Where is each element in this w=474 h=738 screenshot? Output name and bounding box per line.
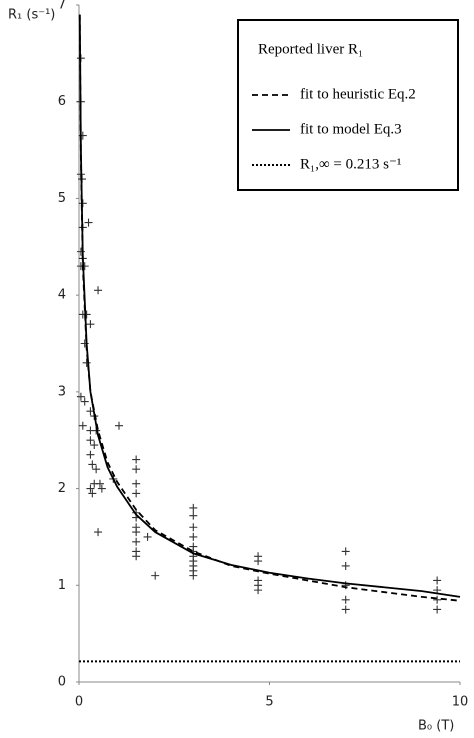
data-point [84, 218, 93, 227]
data-point [189, 503, 198, 512]
data-point [132, 455, 141, 464]
data-point [341, 605, 350, 614]
y-tick-label: 0 [58, 675, 66, 690]
y-tick-label: 1 [58, 578, 66, 593]
data-point [88, 489, 97, 498]
data-point [88, 460, 97, 469]
data-point [132, 552, 141, 561]
legend-box [237, 19, 459, 191]
data-point [254, 586, 263, 595]
data-point [86, 484, 95, 493]
data-point [189, 511, 198, 520]
data-point [433, 576, 442, 585]
y-tick-label: 7 [58, 0, 66, 13]
data-point [143, 532, 152, 541]
data-point [82, 358, 91, 367]
legend-label: fit to model Eq.3 [300, 121, 402, 137]
data-point [82, 310, 91, 319]
data-point [115, 421, 124, 430]
data-point [76, 247, 85, 256]
legend-label: fit to heuristic Eq.2 [300, 86, 416, 102]
data-point [132, 537, 141, 546]
legend-title: Reported liver R₁ [258, 41, 363, 57]
data-point [94, 528, 103, 537]
data-point [94, 286, 103, 295]
y-tick-label: 4 [58, 288, 66, 303]
data-point [78, 199, 87, 208]
x-tick-label: 0 [75, 695, 83, 710]
data-point [189, 532, 198, 541]
data-point [341, 561, 350, 570]
data-point [95, 479, 104, 488]
data-point [341, 595, 350, 604]
y-tick-label: 5 [58, 191, 66, 206]
data-point [86, 320, 95, 329]
data-point [189, 523, 198, 532]
data-point [341, 547, 350, 556]
legend-label: R₁,∞ = 0.213 s⁻¹ [300, 156, 401, 172]
data-point [97, 484, 106, 493]
data-point [132, 489, 141, 498]
data-point [92, 465, 101, 474]
data-point [86, 450, 95, 459]
data-point [433, 605, 442, 614]
data-point [76, 392, 85, 401]
data-point [433, 595, 442, 604]
data-point [80, 397, 89, 406]
x-tick-label: 5 [265, 695, 273, 710]
data-point [189, 571, 198, 580]
data-point [151, 571, 160, 580]
data-point [132, 465, 141, 474]
data-point [132, 528, 141, 537]
x-tick-label: 10 [452, 695, 469, 710]
data-point [78, 421, 87, 430]
data-point [132, 479, 141, 488]
data-point [90, 441, 99, 450]
y-tick-label: 3 [58, 384, 66, 399]
x-axis-label: B₀ (T) [418, 719, 454, 734]
y-tick-label: 6 [58, 94, 66, 109]
data-point [254, 557, 263, 566]
data-point [86, 436, 95, 445]
legend: Reported liver R₁ fit to heuristic Eq.2 fi… [237, 19, 459, 191]
fit-line [78, 14, 461, 598]
y-axis-label: R₁ (s⁻¹) [8, 8, 55, 23]
y-tick-label: 2 [58, 481, 66, 496]
